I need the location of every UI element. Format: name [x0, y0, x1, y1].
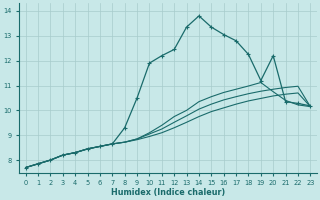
X-axis label: Humidex (Indice chaleur): Humidex (Indice chaleur) [111, 188, 225, 197]
